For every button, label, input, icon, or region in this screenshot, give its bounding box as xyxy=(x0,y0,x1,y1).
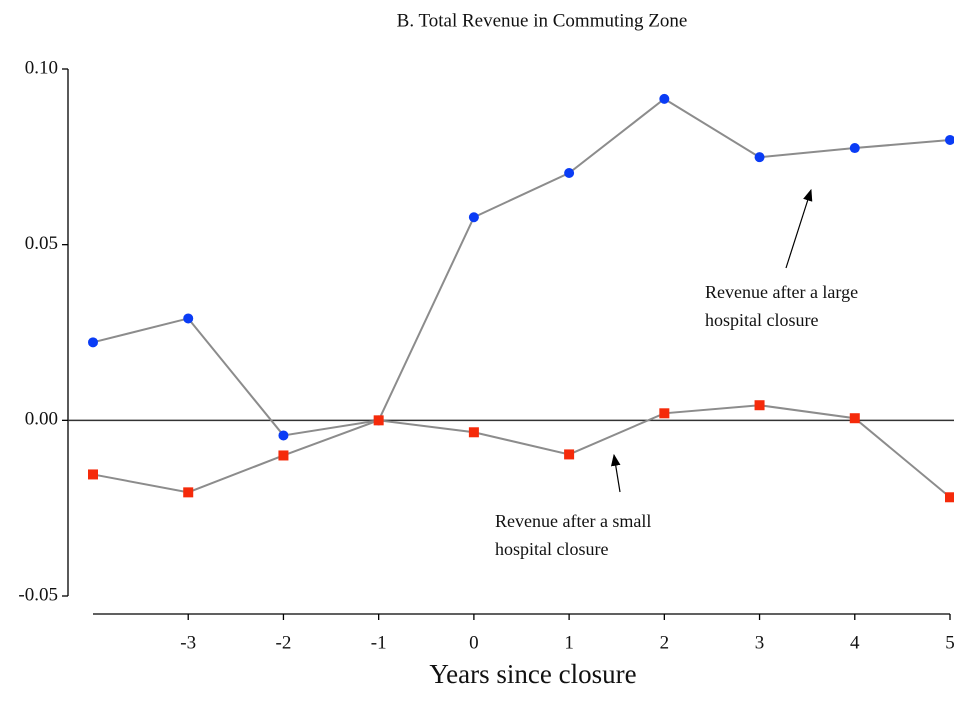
annotation-arrow xyxy=(610,453,621,493)
annotation: hospital closure xyxy=(705,310,818,330)
x-tick-label: 5 xyxy=(945,632,954,653)
marker xyxy=(278,450,289,461)
y-tick-label: 0.10 xyxy=(25,57,58,78)
y-tick-label: 0.05 xyxy=(25,233,58,254)
x-tick-label: 4 xyxy=(850,632,860,653)
x-axis-label: Years since closure xyxy=(429,659,636,689)
marker xyxy=(754,152,765,163)
marker xyxy=(278,430,289,441)
y-tick-label: 0.00 xyxy=(25,409,58,430)
annotation: Revenue after a small xyxy=(495,511,651,531)
marker xyxy=(373,415,384,426)
marker xyxy=(183,487,194,498)
x-tick-label: -2 xyxy=(276,632,292,653)
marker xyxy=(659,408,670,419)
marker xyxy=(945,134,954,145)
marker xyxy=(88,337,98,348)
annotation: hospital closure xyxy=(495,539,608,559)
marker xyxy=(754,400,765,411)
marker xyxy=(849,413,860,424)
marker xyxy=(849,143,860,154)
x-tick-label: 2 xyxy=(660,632,670,653)
marker xyxy=(468,212,479,223)
series-line xyxy=(92,97,951,437)
y-tick-label: -0.05 xyxy=(18,584,58,605)
annotation-arrow xyxy=(785,188,813,269)
x-tick-label: 3 xyxy=(755,632,765,653)
x-tick-label: -3 xyxy=(180,632,196,653)
x-tick-label: 0 xyxy=(469,632,479,653)
marker xyxy=(564,167,575,178)
annotation: Revenue after a large xyxy=(705,282,858,302)
marker xyxy=(945,492,954,503)
marker xyxy=(564,449,575,460)
marker xyxy=(659,93,670,104)
x-tick-label: 1 xyxy=(564,632,574,653)
marker xyxy=(468,427,479,438)
series-line xyxy=(92,404,951,499)
x-tick-label: -1 xyxy=(371,632,387,653)
marker xyxy=(88,469,98,480)
chart-title: B. Total Revenue in Commuting Zone xyxy=(397,10,688,31)
marker xyxy=(183,313,194,324)
